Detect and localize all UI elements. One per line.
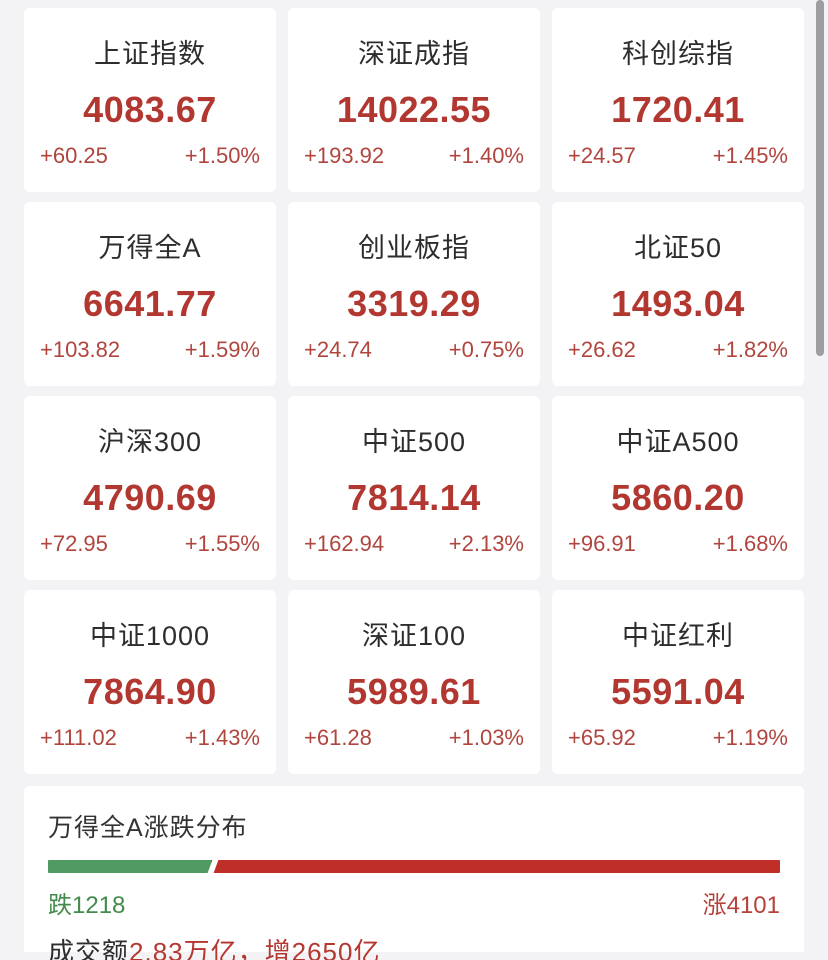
index-change-pct: +1.40%: [448, 142, 524, 168]
index-change-pct: +1.82%: [712, 336, 788, 362]
index-change-pct: +1.68%: [712, 530, 788, 556]
index-change-pct: +2.13%: [448, 530, 524, 556]
index-change-pct: +1.55%: [184, 530, 260, 556]
index-name: 中证红利: [622, 620, 734, 651]
index-change: +103.82: [40, 336, 121, 362]
index-value: 4790.69: [83, 476, 217, 518]
index-value: 14022.55: [336, 88, 492, 130]
index-change: +72.95: [40, 530, 108, 556]
index-value: 3319.29: [347, 282, 481, 324]
index-change-pct: +1.59%: [184, 336, 260, 362]
index-change-pct: +1.45%: [712, 142, 788, 168]
turnover-value: 2.83万亿，: [129, 937, 265, 960]
distribution-title: 万得全A涨跌分布: [48, 814, 248, 842]
index-name: 科创综指: [622, 38, 734, 69]
index-value: 5860.20: [611, 476, 745, 518]
index-value: 5989.61: [347, 670, 481, 712]
index-change-pct: +1.03%: [448, 724, 524, 750]
index-card[interactable]: 中证500 7814.14 +162.94 +2.13%: [288, 396, 540, 580]
index-change-row: +193.92 +1.40%: [304, 143, 524, 169]
index-value: 7864.90: [83, 670, 217, 712]
index-name: 中证500: [361, 426, 467, 457]
index-change: +111.02: [40, 724, 117, 750]
index-card[interactable]: 中证红利 5591.04 +65.92 +1.19%: [552, 590, 804, 774]
index-name: 中证1000: [89, 620, 211, 651]
index-change-row: +24.57 +1.45%: [568, 143, 788, 169]
index-name: 沪深300: [97, 426, 203, 457]
index-card[interactable]: 上证指数 4083.67 +60.25 +1.50%: [24, 8, 276, 192]
distribution-panel: 万得全A涨跌分布 跌1218 涨4101 成交额2.83万亿，增2650亿: [24, 786, 804, 960]
up-count-label: 涨4101: [702, 892, 780, 919]
index-change-row: +96.91 +1.68%: [568, 531, 788, 557]
index-change-pct: +0.75%: [448, 336, 524, 362]
turnover-prefix: 成交额: [48, 937, 130, 960]
index-change-row: +65.92 +1.19%: [568, 725, 788, 751]
index-change-row: +162.94 +2.13%: [304, 531, 524, 557]
index-card[interactable]: 创业板指 3319.29 +24.74 +0.75%: [288, 202, 540, 386]
index-card[interactable]: 万得全A 6641.77 +103.82 +1.59%: [24, 202, 276, 386]
index-value: 6641.77: [83, 282, 217, 324]
index-card[interactable]: 北证50 1493.04 +26.62 +1.82%: [552, 202, 804, 386]
index-card[interactable]: 科创综指 1720.41 +24.57 +1.45%: [552, 8, 804, 192]
index-name: 创业板指: [358, 232, 470, 263]
index-card[interactable]: 深证成指 14022.55 +193.92 +1.40%: [288, 8, 540, 192]
index-name: 深证100: [361, 620, 467, 651]
index-change: +26.62: [568, 336, 636, 362]
down-count-label: 跌1218: [48, 892, 126, 919]
index-value: 4083.67: [83, 88, 217, 130]
index-card[interactable]: 沪深300 4790.69 +72.95 +1.55%: [24, 396, 276, 580]
index-change-pct: +1.19%: [712, 724, 788, 750]
index-grid: 上证指数 4083.67 +60.25 +1.50% 深证成指 14022.55…: [24, 8, 804, 774]
index-change: +96.91: [568, 530, 636, 556]
index-change-pct: +1.50%: [184, 142, 260, 168]
scrollbar-thumb[interactable]: [816, 0, 824, 356]
index-name: 上证指数: [94, 38, 206, 69]
index-card[interactable]: 深证100 5989.61 +61.28 +1.03%: [288, 590, 540, 774]
index-change: +65.92: [568, 724, 636, 750]
index-value: 1493.04: [611, 282, 745, 324]
index-change: +162.94: [304, 530, 385, 556]
bar-labels-row: 跌1218 涨4101: [48, 885, 780, 920]
index-card[interactable]: 中证A500 5860.20 +96.91 +1.68%: [552, 396, 804, 580]
index-value: 7814.14: [347, 476, 481, 518]
index-change-row: +61.28 +1.03%: [304, 725, 524, 751]
updown-bar: [48, 860, 780, 873]
index-name: 深证成指: [358, 38, 470, 69]
index-name: 北证50: [633, 232, 723, 263]
bar-down-segment: [48, 860, 211, 873]
index-change-row: +103.82 +1.59%: [40, 337, 260, 363]
index-value: 5591.04: [611, 670, 745, 712]
turnover-change: 增2650亿: [264, 937, 381, 960]
index-change: +61.28: [304, 724, 372, 750]
index-name: 万得全A: [98, 232, 202, 263]
index-change-row: +72.95 +1.55%: [40, 531, 260, 557]
index-change: +60.25: [40, 142, 108, 168]
index-change: +24.74: [304, 336, 372, 362]
index-change: +193.92: [304, 142, 385, 168]
index-name: 中证A500: [616, 426, 740, 457]
index-change: +24.57: [568, 142, 636, 168]
index-value: 1720.41: [611, 88, 745, 130]
index-change-row: +24.74 +0.75%: [304, 337, 524, 363]
index-card[interactable]: 中证1000 7864.90 +111.02 +1.43%: [24, 590, 276, 774]
turnover-line: 成交额2.83万亿，增2650亿: [48, 932, 780, 960]
index-change-row: +111.02 +1.43%: [40, 725, 260, 751]
bar-up-segment: [210, 860, 780, 873]
index-change-row: +26.62 +1.82%: [568, 337, 788, 363]
index-change-pct: +1.43%: [184, 724, 260, 750]
index-change-row: +60.25 +1.50%: [40, 143, 260, 169]
